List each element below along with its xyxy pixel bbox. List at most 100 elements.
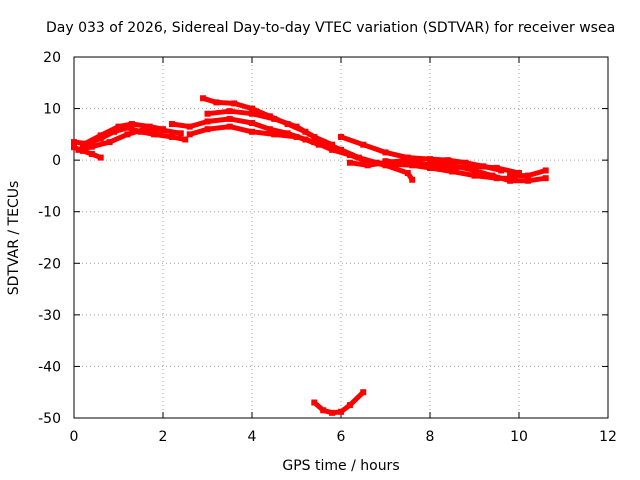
data-point	[271, 115, 278, 122]
data-point	[249, 128, 255, 135]
y-tick-label: -10	[38, 205, 61, 221]
data-series	[71, 95, 549, 416]
data-point	[449, 162, 456, 169]
data-point	[284, 130, 291, 137]
data-point	[97, 132, 104, 139]
x-tick-label: 12	[599, 429, 617, 445]
x-tick-label: 2	[159, 429, 168, 445]
data-point	[329, 141, 336, 148]
data-point	[427, 156, 433, 163]
axis-ticks: 0 2 4 6 8 10 12 20 10 0 -10 -20 -30 -40 -50	[38, 50, 617, 445]
data-point	[213, 99, 220, 106]
x-tick-label: 0	[70, 429, 79, 445]
data-point	[311, 139, 318, 146]
data-point	[346, 159, 353, 166]
grid-lines	[74, 57, 608, 418]
data-point	[71, 144, 77, 151]
data-point	[542, 167, 549, 174]
data-point	[471, 167, 478, 174]
data-point	[480, 163, 487, 170]
data-point	[382, 149, 389, 156]
data-point	[124, 131, 131, 138]
data-point	[142, 126, 149, 133]
data-point	[489, 172, 496, 179]
data-point	[404, 159, 411, 166]
data-point	[524, 177, 531, 184]
data-point	[311, 399, 318, 406]
data-point	[427, 164, 433, 171]
data-point	[177, 130, 184, 137]
data-point	[231, 100, 238, 107]
data-point	[204, 126, 211, 133]
series-track-6	[188, 124, 415, 182]
data-point	[71, 139, 77, 146]
x-tick-label: 10	[510, 429, 528, 445]
data-point	[271, 131, 278, 138]
data-point	[507, 172, 514, 179]
data-point	[79, 141, 86, 148]
data-point	[498, 167, 505, 174]
y-tick-label: 10	[43, 102, 61, 118]
data-point	[111, 128, 118, 135]
data-point	[542, 175, 549, 182]
data-point	[524, 172, 531, 179]
data-point	[338, 133, 344, 140]
data-point	[168, 121, 175, 128]
data-point	[409, 176, 416, 183]
data-point	[507, 177, 514, 184]
data-point	[168, 133, 175, 140]
data-point	[338, 408, 344, 415]
y-tick-label: 20	[43, 50, 61, 66]
data-point	[360, 389, 367, 396]
data-point	[204, 118, 211, 125]
data-point	[346, 402, 353, 409]
data-point	[88, 150, 95, 157]
data-point	[146, 123, 153, 130]
data-point	[124, 124, 131, 131]
data-point	[106, 139, 113, 146]
data-point	[151, 131, 158, 138]
data-point	[226, 123, 233, 130]
data-point	[449, 168, 456, 175]
data-point	[404, 154, 411, 161]
y-tick-label: -40	[38, 359, 61, 375]
data-point	[329, 409, 336, 416]
data-point	[311, 133, 318, 140]
data-point	[338, 146, 344, 153]
data-point	[364, 162, 371, 169]
data-point	[186, 123, 193, 130]
data-point	[226, 108, 233, 115]
data-point	[160, 126, 166, 133]
data-point	[182, 136, 189, 143]
x-tick-label: 8	[426, 429, 435, 445]
data-point	[186, 131, 193, 138]
x-tick-label: 4	[248, 429, 257, 445]
y-tick-label: 0	[52, 153, 61, 169]
data-point	[75, 146, 82, 153]
data-point	[128, 121, 135, 128]
data-point	[266, 126, 273, 133]
y-tick-label: -20	[38, 256, 61, 272]
data-point	[320, 407, 327, 414]
x-axis-label: GPS time / hours	[282, 458, 399, 474]
data-point	[293, 133, 300, 140]
data-point	[360, 141, 367, 148]
data-point	[115, 123, 122, 130]
data-point	[329, 146, 336, 153]
y-axis-label: SDTVAR / TECUs	[6, 181, 22, 296]
data-point	[97, 135, 104, 142]
data-point	[226, 115, 233, 122]
data-point	[97, 154, 104, 161]
data-point	[249, 120, 255, 127]
data-point	[249, 110, 255, 117]
series-track-7	[202, 95, 431, 171]
data-point	[204, 110, 211, 117]
data-point	[293, 123, 300, 130]
data-point	[382, 158, 389, 165]
data-point	[88, 143, 95, 150]
data-point	[249, 105, 255, 112]
data-point	[404, 170, 411, 177]
data-point	[200, 95, 207, 102]
x-tick-label: 6	[337, 429, 346, 445]
